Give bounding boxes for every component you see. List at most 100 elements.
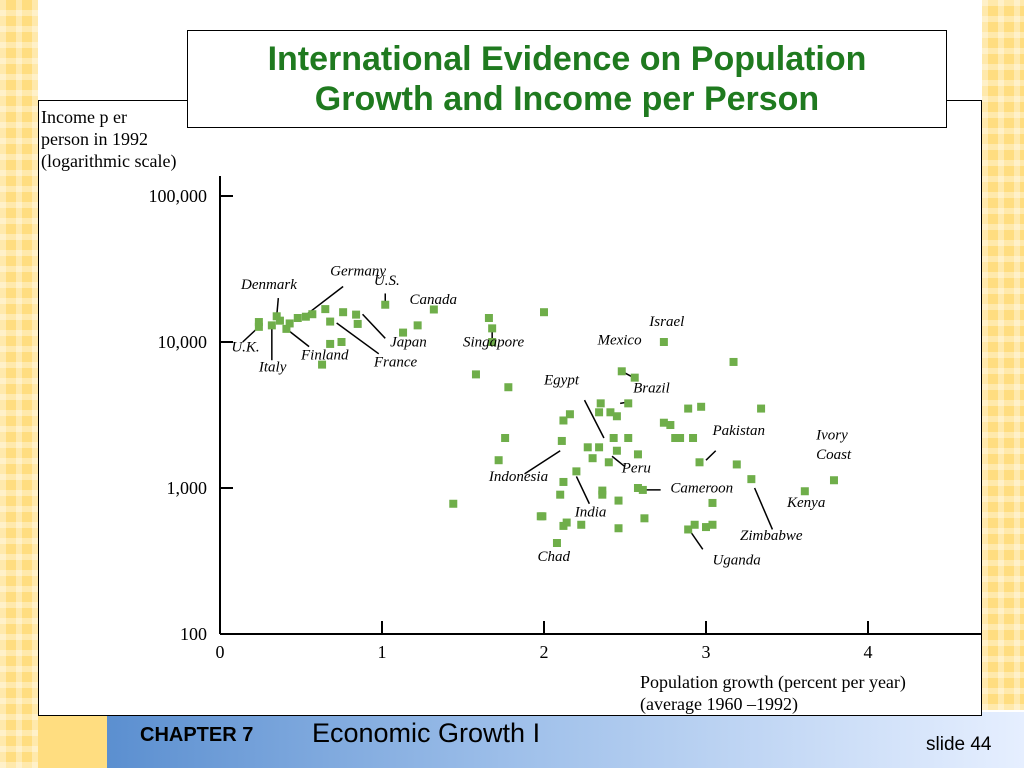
data-point — [596, 399, 605, 408]
data-point — [285, 319, 294, 328]
footer-accent — [38, 712, 107, 768]
data-point — [339, 308, 348, 317]
data-point — [695, 458, 704, 467]
country-label: Pakistan — [711, 423, 765, 439]
chapter-label: CHAPTER 7 — [140, 724, 254, 746]
data-point — [326, 317, 335, 326]
data-point — [606, 408, 615, 417]
annotation-leader-line — [611, 455, 626, 468]
country-label: Cameroon — [670, 481, 733, 497]
chapter-subject: Economic Growth I — [312, 718, 541, 748]
data-point — [598, 486, 607, 495]
x-axis-label-line: Population growth (percent per year) — [640, 672, 906, 692]
footer-bar — [107, 712, 1024, 768]
data-point — [666, 421, 675, 430]
country-label: Japan — [390, 335, 427, 351]
data-point — [800, 487, 809, 496]
y-tick-label: 10,000 — [158, 332, 208, 352]
data-point — [494, 456, 503, 465]
data-point — [659, 418, 668, 427]
data-point — [633, 484, 642, 492]
y-axis-label-line: (logarithmic scale) — [41, 151, 177, 171]
annotation-leader-line — [336, 322, 380, 355]
y-axis-label: Income p er person in 1992 (logarithmic … — [41, 106, 231, 172]
data-point — [254, 318, 263, 327]
data-point — [556, 490, 565, 499]
data-point — [612, 412, 621, 421]
data-point — [429, 305, 438, 314]
data-point — [829, 476, 838, 485]
annotation-leader-line — [575, 476, 591, 505]
data-point — [633, 450, 642, 459]
title-box: International Evidence on Population Gro… — [187, 30, 947, 128]
data-point — [638, 485, 647, 494]
chart-frame — [38, 100, 982, 716]
data-point — [609, 434, 618, 443]
country-label: Zimbabwe — [740, 528, 803, 544]
y-axis-label-line: Income p er — [41, 107, 127, 127]
slide-number: slide 44 — [926, 734, 992, 755]
data-point — [267, 321, 276, 330]
x-tick-label: 1 — [378, 642, 387, 662]
data-point — [614, 496, 623, 505]
data-point — [413, 321, 422, 330]
annotation-leader-line — [362, 313, 386, 339]
data-point — [595, 443, 604, 452]
data-point — [538, 512, 547, 521]
country-label: India — [574, 504, 607, 520]
country-label: France — [373, 354, 418, 370]
data-point — [559, 477, 568, 486]
country-label: Germany — [330, 264, 386, 280]
data-point — [689, 434, 698, 443]
x-tick-label: 4 — [864, 642, 873, 662]
country-label: Indonesia — [488, 469, 548, 485]
country-label: Chad — [538, 549, 571, 565]
country-label: Denmark — [240, 277, 297, 293]
country-label: Kenya — [786, 495, 825, 511]
data-point — [272, 312, 281, 321]
data-point — [690, 520, 699, 529]
data-point — [557, 436, 566, 445]
y-tick-label: 100 — [180, 624, 207, 644]
data-point — [352, 310, 361, 319]
country-label: Singapore — [463, 335, 524, 351]
data-point — [540, 308, 548, 317]
data-point — [577, 520, 586, 529]
country-label: Peru — [621, 460, 651, 476]
data-point — [449, 499, 458, 508]
data-point — [504, 383, 513, 392]
x-tick-label: 2 — [540, 642, 549, 662]
data-point — [488, 338, 497, 346]
data-point — [684, 525, 693, 534]
data-point — [293, 314, 302, 323]
country-label: U.S. — [374, 273, 400, 289]
data-point — [697, 402, 706, 411]
data-point — [684, 404, 693, 413]
data-point — [559, 416, 568, 425]
country-label: Italy — [258, 359, 287, 375]
country-label: Egypt — [543, 373, 580, 389]
data-point — [353, 319, 362, 328]
data-point — [588, 454, 597, 463]
data-point — [275, 316, 284, 325]
country-label: Finland — [300, 347, 349, 363]
y-tick-label: 100,000 — [149, 186, 208, 206]
data-point — [624, 434, 633, 443]
country-label: Canada — [410, 292, 458, 308]
data-point — [702, 523, 710, 532]
country-label: Israel — [648, 314, 684, 330]
data-point — [572, 467, 581, 476]
country-label: Ivory — [815, 427, 848, 443]
decorative-side-bar-right — [982, 0, 1024, 710]
data-point — [321, 305, 330, 314]
x-tick-label: 3 — [702, 642, 711, 662]
data-point — [614, 524, 623, 533]
data-point — [559, 521, 568, 530]
data-point — [671, 434, 680, 443]
y-axis-label-line: person in 1992 — [41, 129, 148, 149]
country-label: U.K. — [231, 340, 259, 356]
data-point — [501, 434, 510, 443]
data-point — [676, 434, 685, 443]
data-point — [640, 514, 649, 523]
